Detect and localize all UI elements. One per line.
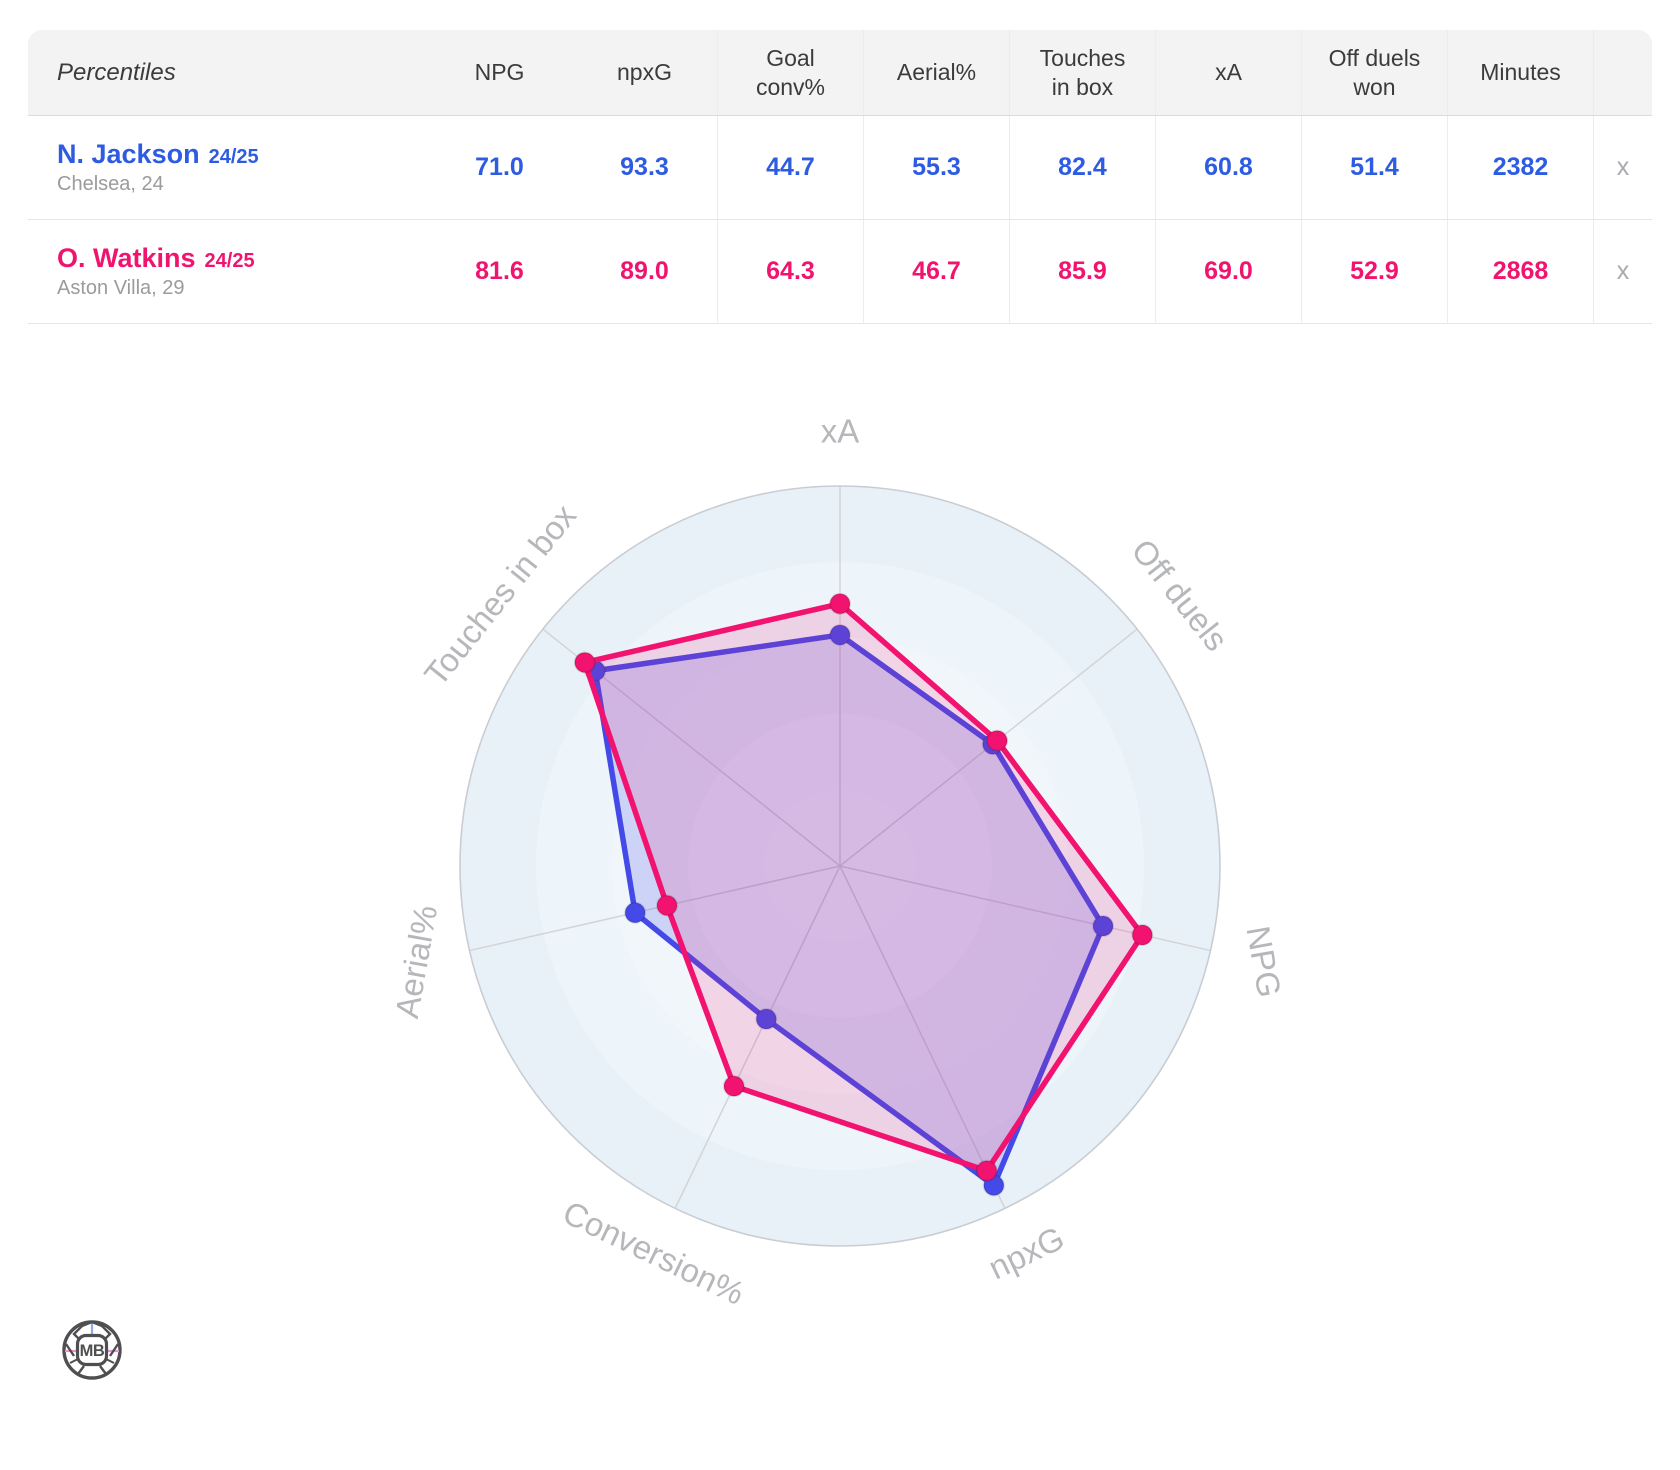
- radar-polygon: [582, 601, 1146, 1174]
- close-cell: x: [1593, 116, 1652, 219]
- stat-value-aerial: 55.3: [863, 116, 1009, 219]
- player-subtitle: Aston Villa, 29: [57, 276, 185, 299]
- radar-spoke: [674, 865, 841, 1209]
- radar-spoke: [839, 865, 1006, 1209]
- player-name[interactable]: N. Jackson: [57, 139, 200, 170]
- radar-point: [722, 1075, 745, 1098]
- radar-point: [1131, 923, 1154, 946]
- radar-point: [986, 729, 1009, 752]
- stat-value-goal-conv: 64.3: [717, 220, 863, 323]
- stat-value-touches-in-box: 82.4: [1009, 116, 1155, 219]
- season-badge: 24/25: [208, 146, 259, 169]
- header-minutes: Minutes: [1447, 30, 1593, 115]
- player-subtitle: Chelsea, 24: [57, 172, 164, 195]
- close-cell: x: [1593, 220, 1652, 323]
- header-off-duels-won: Off duels won: [1301, 30, 1447, 115]
- table-title: Percentiles: [57, 58, 176, 86]
- stat-value-goal-conv: 44.7: [717, 116, 863, 219]
- season-badge: 24/25: [204, 250, 255, 273]
- radar-grid: [459, 485, 1221, 1247]
- player-cell: N. Jackson 24/25 Chelsea, 24: [28, 116, 427, 219]
- mb-logo: MB: [62, 1320, 122, 1380]
- radar-point: [829, 592, 851, 615]
- radar-series-1: [573, 592, 1154, 1182]
- stat-value-off-duels-won: 52.9: [1301, 220, 1447, 323]
- stat-value-off-duels-won: 51.4: [1301, 116, 1447, 219]
- radar-point: [624, 901, 647, 924]
- remove-player-button[interactable]: x: [1607, 153, 1640, 182]
- stat-value-aerial: 46.7: [863, 220, 1009, 323]
- header-goal-conv: Goal conv%: [717, 30, 863, 115]
- player-cell: O. Watkins 24/25 Aston Villa, 29: [28, 220, 427, 323]
- header-npxg: npxG: [617, 59, 672, 86]
- stat-value-npxg: 93.3: [620, 153, 669, 181]
- radar-axis-label: npxG: [983, 1219, 1070, 1287]
- header-npg: NPG: [474, 59, 525, 86]
- stat-value-npxg: 89.0: [620, 257, 669, 285]
- header-aerial: Aerial%: [863, 30, 1009, 115]
- radar-axis-label: xA: [821, 413, 860, 450]
- stat-value-npg: 71.0: [475, 153, 524, 181]
- stat-value-minutes: 2868: [1447, 220, 1593, 323]
- radar-point: [829, 623, 851, 646]
- radar-point: [755, 1008, 778, 1031]
- table-header: Percentiles NPG npxG Goal conv% Aerial% …: [28, 30, 1652, 116]
- percentiles-table: Percentiles NPG npxG Goal conv% Aerial% …: [28, 30, 1652, 324]
- radar-axis-label: NPG: [1239, 923, 1288, 1000]
- radar-point: [975, 1159, 998, 1182]
- stat-value-npg: 81.6: [475, 257, 524, 285]
- player-row-watkins: O. Watkins 24/25 Aston Villa, 29 81.6 89.…: [28, 220, 1652, 324]
- stat-value-xa: 60.8: [1155, 116, 1301, 219]
- stat-value-xa: 69.0: [1155, 220, 1301, 323]
- radar-axis-label: Aerial%: [388, 902, 444, 1020]
- radar-outer-circle: [459, 485, 1221, 1247]
- player-row-jackson: N. Jackson 24/25 Chelsea, 24 71.0 93.3 44…: [28, 116, 1652, 220]
- logo-pattern-lines: [65, 1343, 119, 1375]
- stat-value-minutes: 2382: [1447, 116, 1593, 219]
- remove-player-button[interactable]: x: [1607, 257, 1640, 286]
- header-touches-in-box: Touches in box: [1009, 30, 1155, 115]
- stat-value-touches-in-box: 85.9: [1009, 220, 1155, 323]
- logo-badge: [75, 1333, 109, 1367]
- radar-point: [1092, 915, 1115, 938]
- player-name[interactable]: O. Watkins: [57, 243, 196, 274]
- header-xa: xA: [1155, 30, 1301, 115]
- radar-point: [655, 894, 678, 917]
- radar-spoke: [469, 865, 841, 952]
- radar-point: [573, 651, 596, 674]
- header-percentiles: Percentiles: [28, 30, 427, 115]
- header-close-spacer: [1593, 30, 1652, 115]
- logo-text: MB: [80, 1342, 105, 1360]
